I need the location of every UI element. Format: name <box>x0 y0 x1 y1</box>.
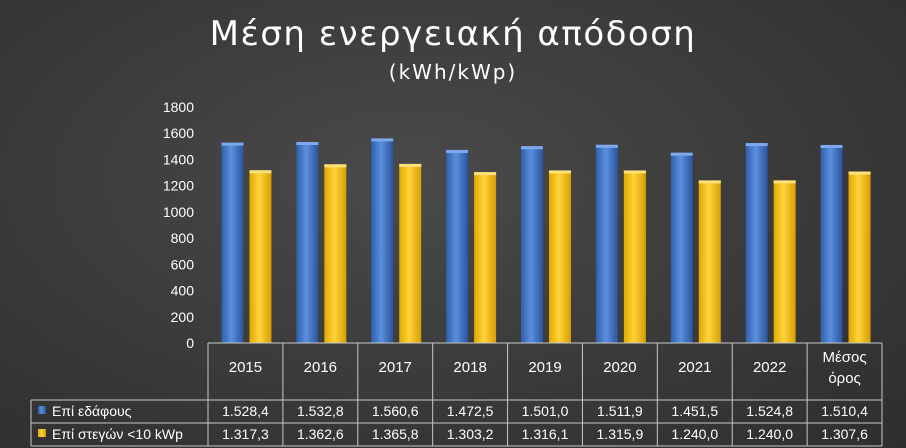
data-table-value: 1.315,9 <box>597 426 644 442</box>
bar-top-highlight <box>474 172 497 176</box>
bar-ground <box>521 146 543 343</box>
bar-top-highlight <box>549 170 571 174</box>
data-table-value: 1.532,8 <box>297 403 344 419</box>
bar-top-highlight <box>324 164 347 168</box>
y-tick-label: 600 <box>171 256 195 272</box>
x-category-label: όρος <box>828 370 860 387</box>
y-tick-label: 1400 <box>163 151 194 167</box>
y-tick-label: 1200 <box>163 178 194 194</box>
bar-top-highlight <box>595 144 618 148</box>
bar-top-highlight <box>670 152 693 156</box>
y-tick-label: 1800 <box>163 99 194 115</box>
y-tick-label: 200 <box>171 309 195 325</box>
bar-top-highlight <box>221 142 244 146</box>
x-category-label: 2017 <box>379 359 412 376</box>
bar-roof <box>474 172 497 343</box>
bar-top-highlight <box>399 163 422 167</box>
x-category-label: 2018 <box>453 359 486 376</box>
x-category-label: 2021 <box>678 359 711 376</box>
y-tick-label: 400 <box>171 283 195 299</box>
data-table-value: 1.317,3 <box>222 426 269 442</box>
legend-label: Επί εδάφους <box>52 403 132 419</box>
legend-key <box>38 429 46 437</box>
bar-top-highlight <box>848 171 871 175</box>
bar-top-highlight <box>745 143 768 147</box>
bar-top-highlight <box>249 170 272 174</box>
data-table-value: 1.316,1 <box>522 426 569 442</box>
data-table-value: 1.501,0 <box>522 403 569 419</box>
data-table-value: 1.524,8 <box>746 403 793 419</box>
y-tick-label: 800 <box>171 230 195 246</box>
bar-roof <box>549 170 571 343</box>
chart-title: Μέση ενεργειακή απόδοση <box>209 14 697 54</box>
bar-roof <box>623 170 646 343</box>
data-table-value: 1.528,4 <box>222 403 269 419</box>
bar-top-highlight <box>296 142 319 146</box>
bar-top-highlight <box>371 138 394 142</box>
bar-ground <box>670 152 693 343</box>
x-category-label: 2019 <box>528 359 561 376</box>
y-tick-label: 1600 <box>163 125 194 141</box>
x-category-label: 2015 <box>229 359 262 376</box>
bar-ground <box>745 143 768 343</box>
bar-ground <box>296 142 319 343</box>
x-category-label: Μέσος <box>823 349 867 366</box>
legend-key <box>38 406 46 414</box>
y-tick-label: 1000 <box>163 204 194 220</box>
x-category-label: 2016 <box>304 359 337 376</box>
data-table-value: 1.365,8 <box>372 426 419 442</box>
y-tick-label: 0 <box>186 335 194 351</box>
bar-roof <box>324 164 347 343</box>
x-category-label: 2020 <box>603 359 636 376</box>
data-table-value: 1.511,9 <box>597 403 643 419</box>
bar-roof <box>773 180 796 343</box>
bar-top-highlight <box>698 180 721 184</box>
x-category-label: 2022 <box>753 359 786 376</box>
data-table-value: 1.303,2 <box>447 426 494 442</box>
bar-top-highlight <box>623 170 646 174</box>
bar-roof <box>848 171 871 343</box>
bar-top-highlight <box>446 149 469 153</box>
data-table-value: 1.307,6 <box>821 426 868 442</box>
bar-ground <box>820 144 843 343</box>
bar-ground <box>595 144 618 343</box>
data-table-value: 1.560,6 <box>372 403 419 419</box>
bar-top-highlight <box>521 146 543 150</box>
bar-top-highlight <box>820 144 843 148</box>
bar-ground <box>371 138 394 343</box>
data-table-value: 1.472,5 <box>447 403 494 419</box>
legend-label: Επί στεγών <10 kWp <box>52 426 183 442</box>
bar-ground <box>446 149 469 343</box>
bar-roof <box>399 163 422 343</box>
data-table-value: 1.362,6 <box>297 426 344 442</box>
bar-roof <box>698 180 721 343</box>
data-table-value: 1.240,0 <box>671 426 718 442</box>
data-table-value: 1.510,4 <box>821 403 868 419</box>
bar-roof <box>249 170 272 343</box>
data-table-value: 1.451,5 <box>671 403 718 419</box>
bar-ground <box>221 142 244 343</box>
bar-top-highlight <box>773 180 796 184</box>
data-table-value: 1.240,0 <box>746 426 793 442</box>
chart-subtitle: (kWh/kWp) <box>388 60 518 84</box>
